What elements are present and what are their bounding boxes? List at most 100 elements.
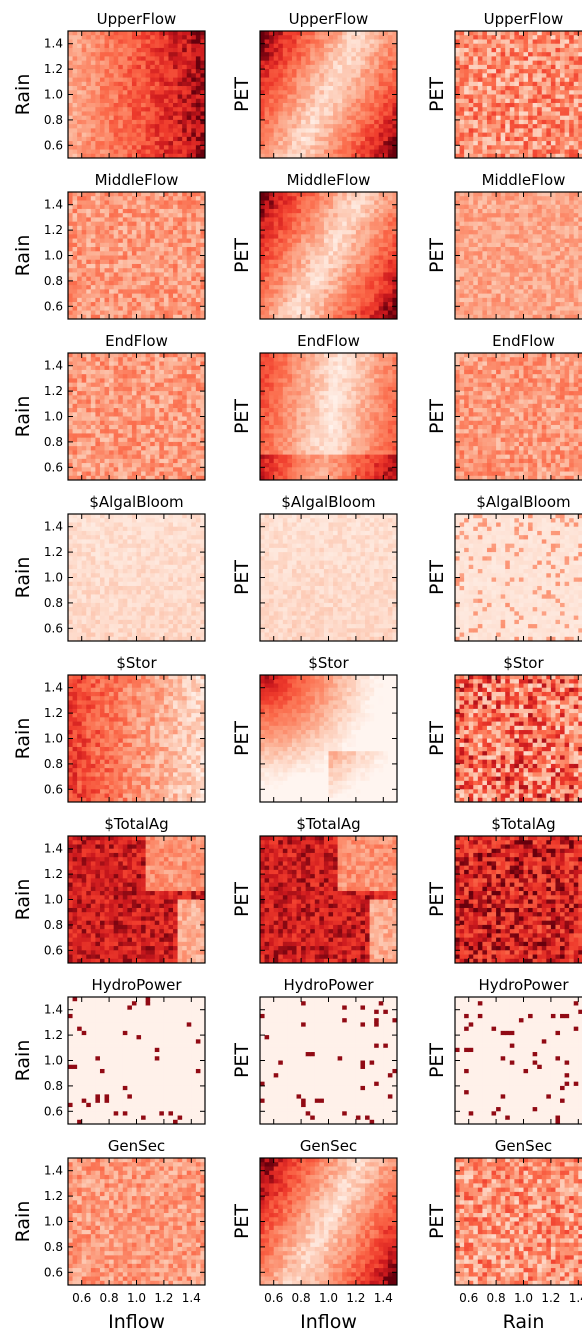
heatmap-cell	[127, 192, 133, 197]
heatmap-cell	[136, 81, 142, 87]
heatmap-cell	[301, 128, 307, 133]
heatmap-cell	[141, 225, 147, 231]
heatmap-cell	[532, 69, 538, 74]
heatmap-cell	[127, 225, 133, 231]
heatmap-cell	[264, 102, 270, 108]
heatmap-cell	[323, 200, 329, 206]
heatmap-cell	[127, 141, 133, 146]
heatmap-cell	[550, 60, 556, 66]
heatmap-cell	[477, 149, 483, 155]
heatmap-cell	[365, 77, 370, 83]
heatmap-cell	[360, 111, 366, 117]
heatmap-cell	[564, 81, 570, 87]
heatmap-cell	[81, 276, 87, 282]
heatmap-cell	[505, 238, 511, 244]
heatmap-cell	[365, 149, 370, 155]
heatmap-cell	[464, 204, 470, 210]
heatmap-cell	[182, 306, 188, 311]
heatmap-cell	[68, 119, 73, 125]
heatmap-cell	[314, 225, 320, 231]
heatmap-cell	[323, 280, 329, 286]
heatmap-cell	[564, 86, 570, 91]
heatmap-cell	[269, 115, 275, 121]
heatmap-cell	[95, 204, 101, 210]
heatmap-cell	[168, 221, 174, 227]
heatmap-cell	[287, 230, 293, 235]
heatmap-cell	[77, 77, 83, 83]
heatmap-cell	[99, 213, 105, 218]
heatmap-cell	[99, 200, 105, 206]
heatmap-cell	[365, 285, 370, 290]
heatmap-cell	[314, 268, 320, 273]
heatmap-cell	[518, 35, 524, 40]
heatmap-cell	[333, 268, 339, 273]
heatmap-cell	[346, 69, 352, 74]
heatmap-cell	[477, 115, 483, 121]
heatmap-cell	[464, 81, 470, 87]
heatmap-cell	[86, 297, 92, 303]
heatmap-cell	[68, 314, 73, 320]
heatmap-cell	[374, 242, 380, 248]
heatmap-cell	[150, 90, 156, 95]
heatmap-cell	[86, 255, 92, 261]
heatmap-cell	[136, 247, 142, 252]
heatmap-cell	[509, 69, 515, 74]
heatmap-cell	[486, 119, 492, 125]
heatmap-cell	[459, 141, 465, 146]
heatmap-cell	[118, 56, 124, 62]
heatmap-cell	[291, 306, 297, 311]
heatmap-cell	[564, 132, 570, 138]
heatmap-cell	[378, 119, 384, 125]
heatmap-cell	[505, 268, 511, 273]
heatmap-cell	[528, 132, 534, 138]
heatmap-cell	[186, 221, 192, 227]
heatmap-cell	[523, 47, 529, 53]
heatmap-cell	[291, 119, 297, 125]
heatmap-cell	[573, 132, 579, 138]
heatmap-cell	[122, 297, 128, 303]
heatmap-cell	[68, 225, 73, 231]
heatmap-cell	[333, 73, 339, 78]
heatmap-cell	[486, 242, 492, 248]
heatmap-cell	[145, 35, 151, 40]
heatmap-cell	[319, 90, 325, 95]
heatmap-cell	[560, 102, 565, 108]
heatmap-cell	[122, 111, 128, 117]
heatmap-cell	[328, 31, 334, 36]
heatmap-cell	[564, 35, 570, 40]
heatmap-cell	[369, 217, 375, 223]
heatmap-cell	[323, 268, 329, 273]
heatmap-cell	[528, 153, 534, 159]
heatmap-cell	[346, 297, 352, 303]
heatmap-cell	[387, 153, 393, 159]
heatmap-cell	[365, 94, 370, 100]
heatmap-cell	[351, 119, 357, 125]
heatmap-cell	[186, 314, 192, 320]
heatmap-cell	[509, 43, 515, 49]
heatmap-cell	[195, 115, 201, 121]
heatmap-cell	[491, 259, 497, 265]
heatmap-cell	[173, 73, 178, 78]
heatmap-cell	[273, 56, 279, 62]
heatmap-cell	[374, 217, 380, 223]
heatmap-cell	[278, 64, 284, 70]
heatmap-cell	[455, 56, 460, 62]
heatmap-cell	[95, 251, 101, 256]
heatmap-cell	[260, 255, 265, 261]
heatmap-cell	[159, 302, 165, 307]
heatmap-cell	[491, 247, 497, 252]
heatmap-cell	[154, 124, 160, 129]
heatmap-cell	[145, 200, 151, 206]
heatmap-cell	[541, 81, 547, 87]
heatmap-cell	[118, 69, 124, 74]
heatmap-cell	[131, 289, 137, 294]
heatmap-cell	[113, 280, 119, 286]
heatmap-cell	[496, 102, 502, 108]
heatmap-cell	[374, 225, 380, 231]
heatmap-cell	[455, 289, 460, 294]
heatmap-cell	[518, 98, 524, 104]
heatmap-cell	[118, 35, 124, 40]
heatmap-cell	[464, 217, 470, 223]
heatmap-cell	[550, 35, 556, 40]
heatmap-cell	[560, 98, 565, 104]
